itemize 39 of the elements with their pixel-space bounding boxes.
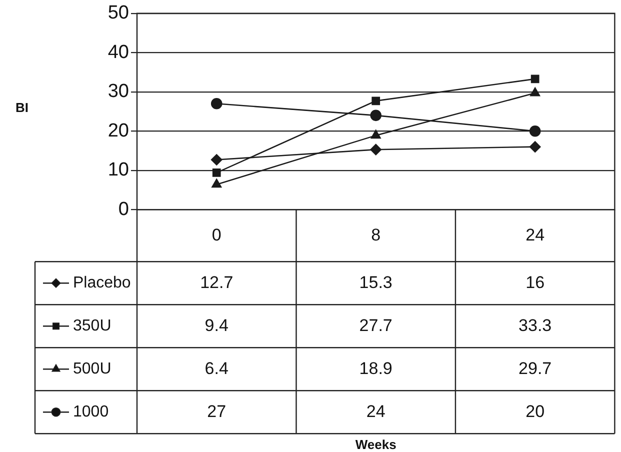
point	[370, 130, 381, 139]
legend-label: 350U	[73, 318, 112, 335]
data-label: 29.7	[518, 358, 552, 378]
data-label: 24	[366, 402, 386, 421]
data-label: 18.9	[359, 358, 392, 378]
y-tick-label: 40	[108, 42, 129, 63]
point	[212, 168, 221, 177]
y-tick-label: 20	[108, 120, 129, 142]
data-label: 27	[207, 402, 226, 421]
point	[210, 98, 222, 110]
legend-label: 1000	[73, 404, 109, 421]
legend-label: Placebo	[73, 274, 131, 292]
data-label: 20	[526, 402, 545, 421]
point	[370, 144, 382, 156]
point	[372, 96, 380, 106]
data-label: 27.7	[359, 316, 392, 335]
point	[210, 154, 222, 166]
data-label: 33.3	[518, 316, 552, 335]
text: BI	[16, 100, 28, 116]
legend-label: 500U	[73, 360, 112, 378]
y-tick-label: 0	[118, 198, 129, 220]
data-label: 12.7	[200, 272, 234, 292]
point	[370, 110, 382, 122]
point	[530, 74, 540, 84]
data-label: 6.4	[204, 358, 228, 378]
point	[530, 87, 540, 96]
y-tick-label: 30	[108, 81, 129, 102]
x-tick-label: 0	[212, 225, 222, 244]
point	[529, 125, 541, 137]
point	[529, 141, 541, 152]
data-label: 15.3	[359, 272, 392, 292]
y-tick-label: 50	[108, 2, 129, 24]
data-label: 16	[526, 272, 545, 292]
text: Weeks	[355, 437, 396, 452]
x-tick-label: 8	[371, 225, 381, 244]
data-label: 9.4	[204, 316, 228, 335]
point	[212, 178, 222, 188]
x-tick-label: 24	[526, 225, 545, 244]
y-tick-label: 10	[108, 160, 129, 181]
